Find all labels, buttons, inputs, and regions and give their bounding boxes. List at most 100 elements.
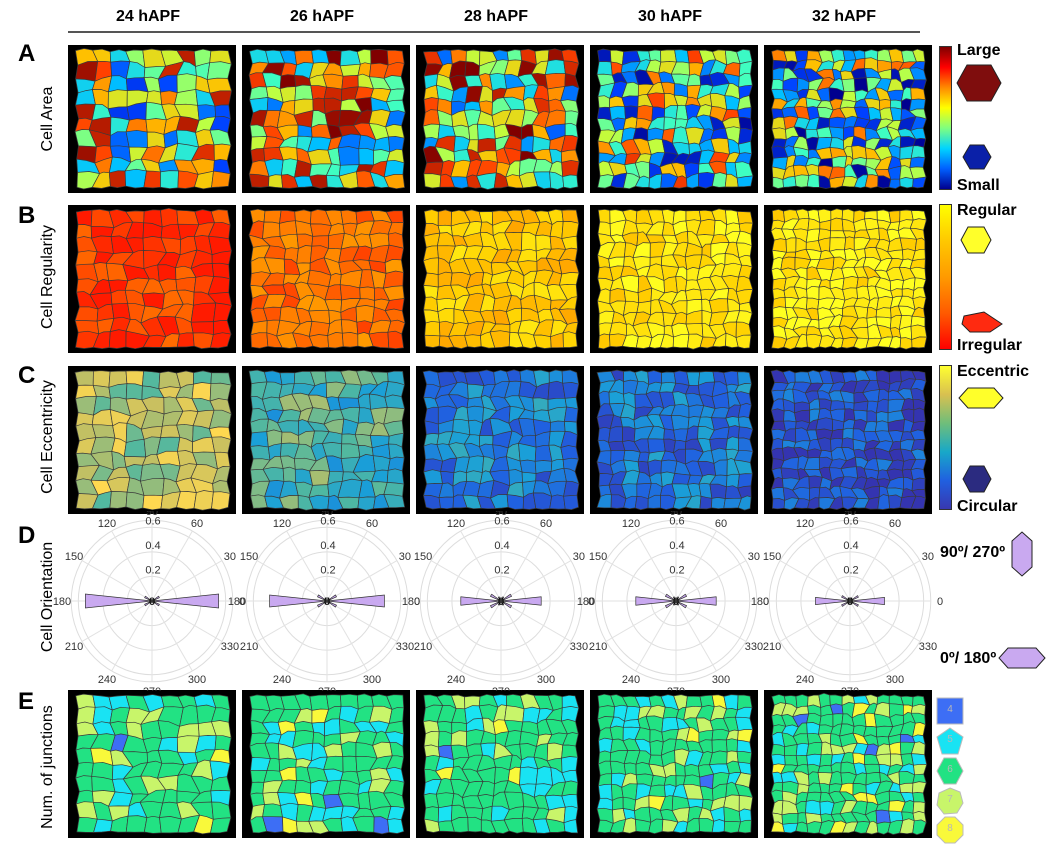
cell-polygon (685, 288, 703, 302)
cell-polygon (634, 496, 649, 511)
cell-polygon (193, 490, 214, 511)
row-label-cell-area: Cell Area (39, 86, 56, 152)
angle-label: 60 (715, 518, 727, 530)
cell-polygon (912, 819, 927, 836)
cell-polygon (899, 337, 913, 350)
cell-polygon (771, 116, 786, 130)
angle-label: 210 (414, 641, 432, 653)
cell-polygon (506, 49, 523, 61)
cell-polygon (75, 775, 93, 792)
cell-polygon (806, 173, 820, 188)
orientation-vertical-label: 90º/ 270º (940, 544, 1006, 561)
cell-polygon (708, 298, 729, 314)
cell-polygon (296, 245, 313, 266)
area-low-label: Small (957, 177, 1000, 194)
angle-label: 90 (670, 511, 682, 518)
angle-label: 60 (191, 518, 203, 530)
cell-polygon (520, 135, 534, 154)
cell-polygon (596, 493, 612, 509)
angle-label: 240 (273, 674, 291, 686)
cell-polygon (736, 751, 752, 764)
column-title-24: 24 hAPF (115, 8, 180, 25)
cell-polygon (737, 495, 752, 511)
angle-label: 30 (922, 551, 934, 563)
cell-polygon (214, 735, 232, 752)
angle-label: 300 (188, 674, 206, 686)
regularity-low-label: Irregular (957, 337, 1022, 354)
cell-polygon (549, 420, 566, 433)
cell-polygon (899, 177, 914, 189)
angle-label: 180 (751, 596, 769, 608)
vertical-hexagon-icon (1011, 531, 1033, 577)
cell-polygon (467, 816, 482, 833)
cell-polygon (91, 424, 116, 439)
rose-wedge (664, 593, 677, 602)
cell-polygon (249, 781, 265, 795)
angle-label: 240 (622, 674, 640, 686)
cell-polygon (699, 495, 713, 510)
angle-label: 330 (919, 641, 937, 653)
eccentricity-low-label: Circular (957, 498, 1018, 515)
cell-polygon (913, 763, 928, 776)
tissue-panel-junctions-3 (590, 690, 758, 838)
cell-polygon (387, 330, 404, 349)
angle-label: 240 (796, 674, 814, 686)
angle-label: 30 (573, 551, 585, 563)
cell-polygon (562, 331, 578, 348)
tissue-panel-regularity-4 (764, 205, 932, 353)
cell-polygon (341, 332, 359, 348)
row-label-cell-regularity: Cell Regularity (39, 224, 56, 330)
angle-label: 180 (228, 596, 246, 608)
angle-label: 240 (447, 674, 465, 686)
rose-wedge (326, 600, 330, 605)
cell-polygon (724, 95, 741, 111)
cell-polygon (563, 494, 579, 510)
angle-label: 270 (492, 686, 510, 691)
cell-polygon (661, 371, 677, 385)
row-letter-a: A (18, 40, 36, 67)
rose-wedge (317, 600, 328, 608)
cell-polygon (309, 694, 329, 712)
cell-polygon (734, 161, 754, 179)
cell-polygon (337, 146, 360, 167)
cell-polygon (709, 750, 728, 766)
rose-wedge (460, 596, 502, 606)
angle-label: 330 (221, 641, 239, 653)
cell-polygon (561, 159, 580, 178)
radial-label: 0.6 (669, 515, 684, 527)
cell-polygon (624, 705, 641, 722)
polar-plot-2: 03060901201501802102402703003300.20.40.6… (402, 511, 594, 691)
radial-label: 0.4 (494, 540, 509, 552)
cell-polygon (213, 143, 232, 162)
junction-legend-7: 7 (936, 787, 964, 815)
angle-label: 150 (763, 551, 781, 563)
radial-label: 0.2 (669, 564, 684, 576)
cell-polygon (140, 478, 165, 498)
cell-polygon (532, 397, 549, 413)
rose-wedge (675, 596, 680, 602)
cell-polygon (888, 178, 901, 189)
tissue-panel-eccentricity-0 (68, 366, 236, 514)
rose-wedge (326, 594, 337, 602)
tissue-panel-area-3 (590, 45, 758, 193)
cell-polygon (357, 496, 376, 511)
cell-polygon (110, 289, 129, 305)
rose-wedge (675, 600, 680, 606)
cell-polygon (663, 116, 677, 131)
center-label: 0 (498, 596, 504, 608)
column-title-28: 28 hAPF (463, 8, 528, 25)
cell-polygon (294, 84, 314, 102)
cell-polygon (176, 332, 195, 348)
rose-wedge (849, 597, 853, 602)
angle-label: 30 (748, 551, 760, 563)
cell-polygon (648, 784, 666, 798)
radial-label: 0.2 (320, 564, 335, 576)
cell-polygon (340, 741, 357, 758)
angle-label: 30 (224, 551, 236, 563)
cell-polygon (596, 61, 613, 76)
horizontal-hexagon-icon (998, 647, 1046, 669)
tissue-panel-junctions-4 (764, 690, 932, 838)
cell-polygon (698, 817, 715, 833)
cell-polygon (383, 494, 406, 508)
cell-polygon (709, 483, 727, 500)
